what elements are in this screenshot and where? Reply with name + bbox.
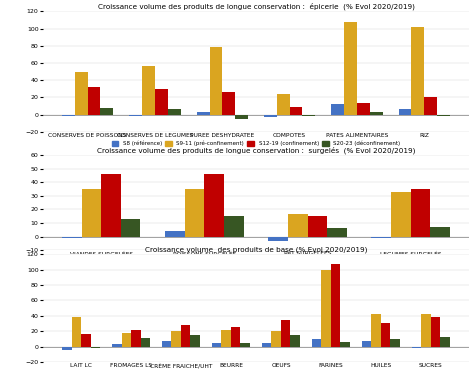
- Bar: [410, 189, 430, 236]
- Bar: [391, 339, 400, 346]
- Bar: [344, 21, 357, 115]
- Legend: S8 (référence), S9-11 (pré-confinement), S12-19 (confinement), S20-23 (déconfine: S8 (référence), S9-11 (pré-confinement),…: [111, 141, 401, 146]
- Bar: [291, 335, 300, 346]
- Bar: [155, 89, 168, 115]
- Bar: [312, 339, 321, 346]
- Bar: [197, 112, 210, 115]
- Bar: [191, 335, 200, 346]
- Bar: [381, 323, 391, 346]
- Title: Croissance volume des produits de longue conservation :  épicerie  (% Evol 2020/: Croissance volume des produits de longue…: [98, 3, 414, 10]
- Bar: [281, 320, 291, 346]
- Bar: [222, 92, 235, 115]
- Bar: [264, 115, 277, 117]
- Bar: [321, 270, 331, 346]
- Bar: [290, 107, 302, 115]
- Bar: [162, 341, 172, 346]
- Bar: [399, 109, 411, 115]
- Bar: [185, 189, 204, 236]
- Bar: [331, 264, 340, 346]
- Bar: [421, 314, 431, 346]
- Bar: [302, 115, 315, 116]
- Bar: [362, 341, 372, 346]
- Bar: [81, 334, 91, 346]
- Bar: [224, 216, 244, 236]
- Bar: [72, 317, 81, 346]
- Bar: [411, 27, 424, 115]
- Bar: [101, 174, 121, 236]
- Bar: [112, 344, 121, 346]
- Bar: [268, 236, 288, 241]
- Title: Croissance volume  des produits de base (% Evol 2020/2019): Croissance volume des produits de base (…: [145, 247, 367, 253]
- Bar: [62, 236, 82, 238]
- Bar: [424, 97, 437, 115]
- Bar: [168, 109, 181, 115]
- Bar: [277, 94, 290, 115]
- Bar: [121, 334, 131, 346]
- Bar: [100, 108, 113, 115]
- Bar: [62, 346, 72, 350]
- Bar: [430, 227, 450, 236]
- Bar: [181, 325, 191, 346]
- Bar: [88, 87, 100, 115]
- Bar: [262, 343, 272, 346]
- Bar: [357, 103, 370, 115]
- Bar: [372, 314, 381, 346]
- Bar: [431, 317, 440, 346]
- Bar: [340, 342, 350, 346]
- Bar: [129, 115, 142, 116]
- Title: Croissance volume des produits de longue conservation :  surgelés  (% Evol 2020/: Croissance volume des produits de longue…: [97, 147, 415, 154]
- Bar: [372, 236, 391, 238]
- Bar: [204, 174, 224, 236]
- Bar: [165, 231, 185, 236]
- Bar: [62, 115, 75, 116]
- Bar: [308, 216, 327, 236]
- Bar: [172, 331, 181, 346]
- Bar: [391, 192, 410, 236]
- Bar: [221, 329, 231, 346]
- Bar: [272, 331, 281, 346]
- Bar: [121, 219, 140, 236]
- Bar: [440, 337, 450, 346]
- Bar: [288, 213, 308, 236]
- Bar: [437, 115, 450, 116]
- Bar: [212, 343, 221, 346]
- Bar: [82, 189, 101, 236]
- Bar: [231, 327, 240, 346]
- Bar: [131, 329, 140, 346]
- Bar: [75, 72, 88, 115]
- Bar: [370, 112, 383, 115]
- Bar: [331, 104, 344, 115]
- Bar: [91, 346, 100, 348]
- Bar: [140, 338, 150, 346]
- Bar: [412, 346, 421, 348]
- Bar: [327, 228, 346, 236]
- Bar: [142, 66, 155, 115]
- Bar: [235, 115, 248, 119]
- Bar: [210, 48, 222, 115]
- Bar: [240, 343, 250, 346]
